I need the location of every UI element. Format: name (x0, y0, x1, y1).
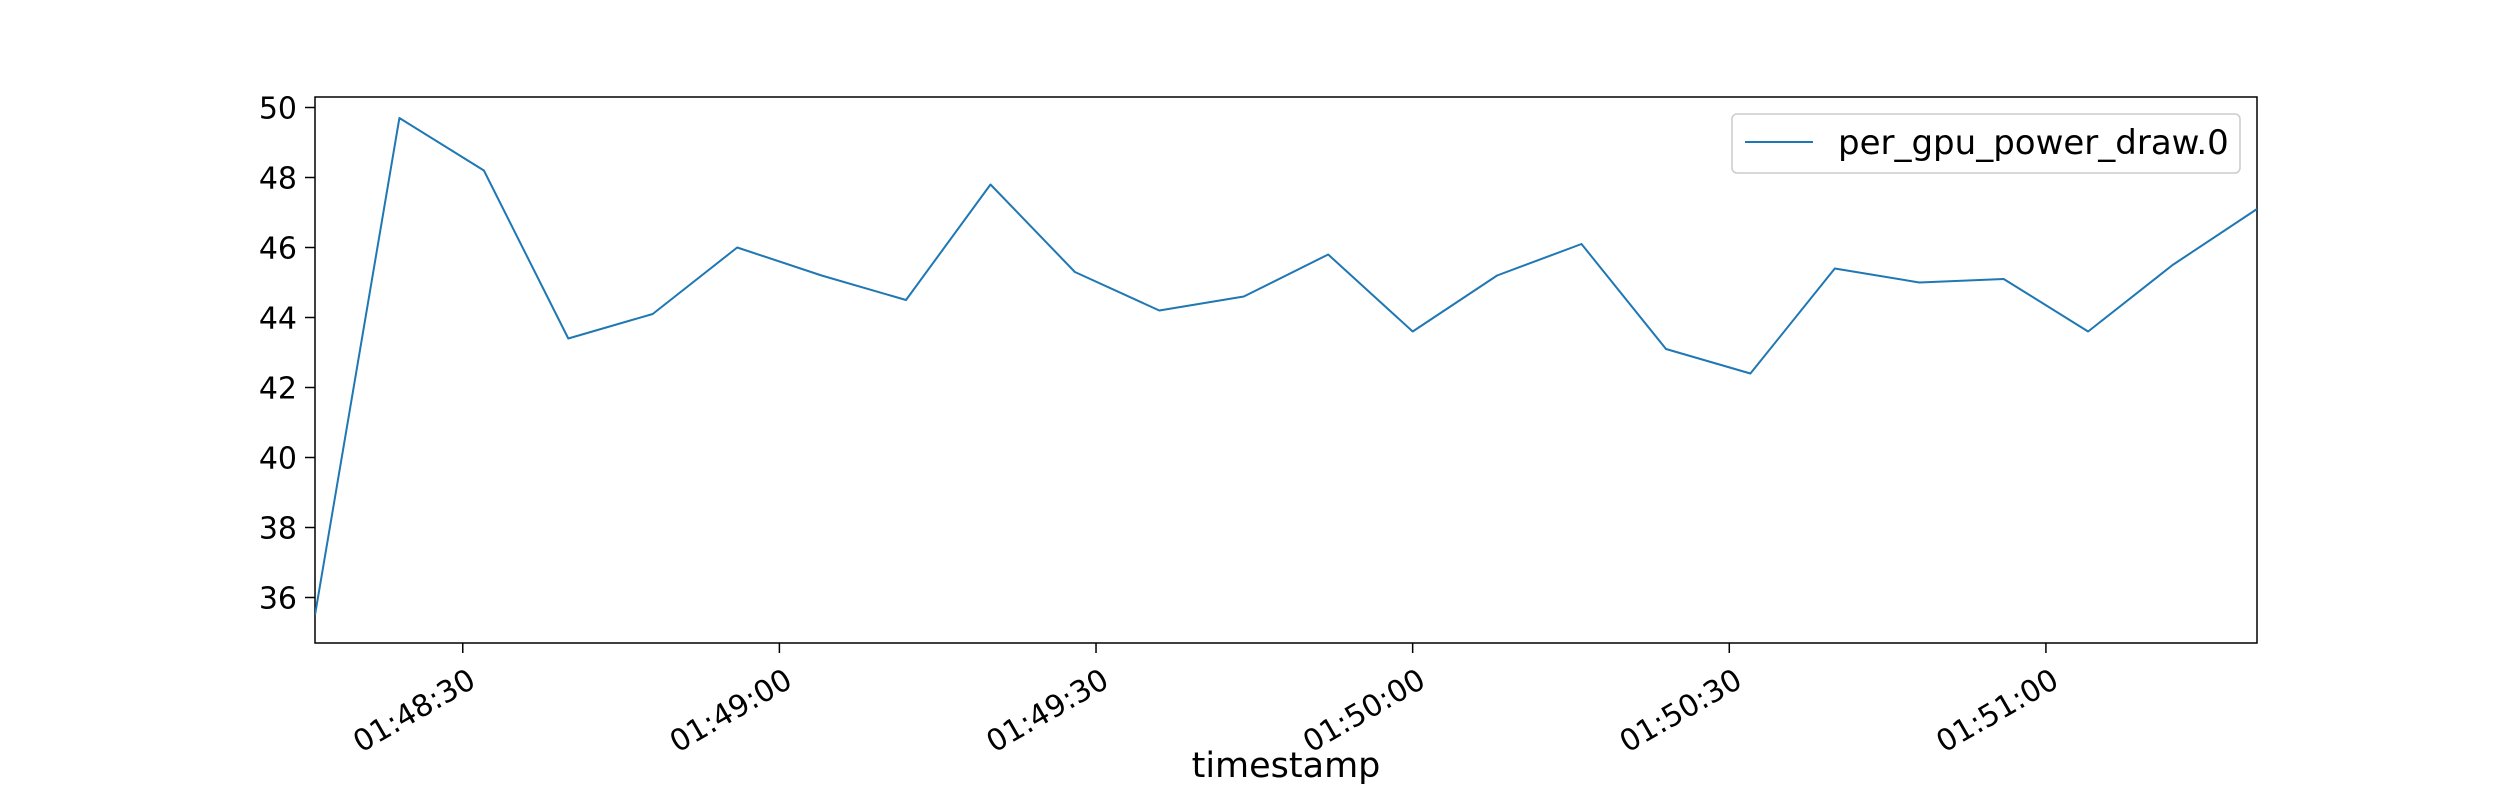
y-tick-label: 40 (259, 442, 297, 477)
x-tick-label: 01:49:00 (664, 662, 798, 760)
y-tick-label: 42 (259, 372, 297, 407)
legend-label-per-gpu-power-draw: per_gpu_power_draw.0 (1838, 123, 2229, 163)
legend-box (1731, 113, 2241, 174)
plot-frame (314, 96, 2258, 644)
legend: per_gpu_power_draw.0 (1731, 113, 2241, 174)
series-layer (315, 117, 2257, 616)
x-tick-label: 01:50:30 (1614, 662, 1748, 760)
y-axis: 36 38 40 42 44 46 48 50 (259, 92, 315, 617)
y-tick-label: 38 (259, 512, 297, 547)
x-tick-label: 01:48:30 (347, 662, 481, 760)
x-axis-label: timestamp (1192, 746, 1381, 786)
x-tick-label: 01:51:00 (1931, 662, 2065, 760)
y-tick-label: 36 (259, 582, 297, 617)
x-tick-label: 01:49:30 (981, 662, 1115, 760)
y-tick-label: 44 (259, 302, 297, 337)
x-axis: 01:48:30 01:49:00 01:49:30 01:50:00 01:50:30… (347, 643, 2065, 760)
y-tick-label: 48 (259, 162, 297, 197)
series-line-0 (315, 117, 2257, 616)
y-tick-label: 46 (259, 232, 297, 267)
y-tick-label: 50 (259, 92, 297, 127)
